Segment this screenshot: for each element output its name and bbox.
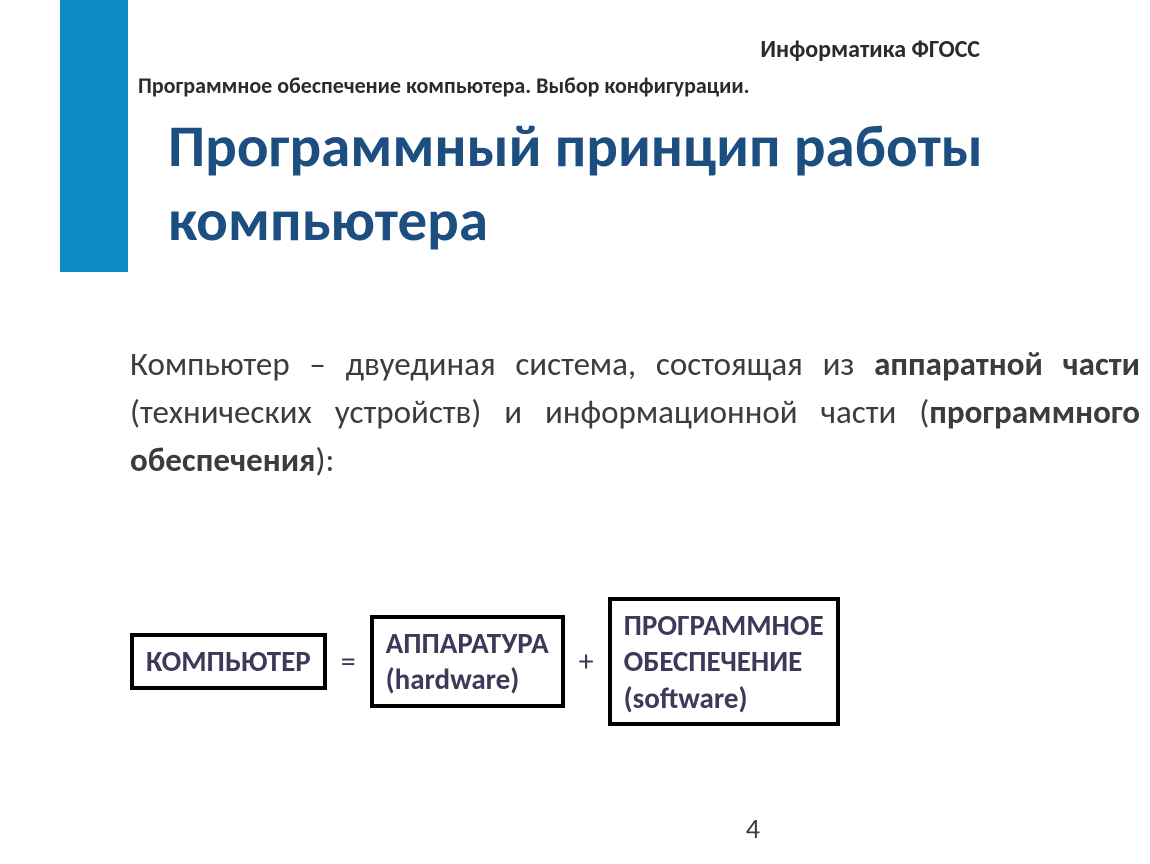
equation-box-hardware: АППАРАТУРА (hardware) xyxy=(370,615,565,708)
page-number: 4 xyxy=(746,811,760,846)
body-paragraph: Компьютер – двуединая система, состоящая… xyxy=(130,340,1140,485)
hardware-line-2: (hardware) xyxy=(386,661,520,697)
equation-row: КОМПЬЮТЕР = АППАРАТУРА (hardware) + ПРОГ… xyxy=(130,597,1130,726)
software-line-3: (software) xyxy=(624,680,748,716)
body-text-2: (технических устройств) и информационной… xyxy=(130,392,929,432)
slide-title: Программный принцип работы компьютера xyxy=(168,110,1145,258)
header-course-label: Информатика ФГОСС xyxy=(760,35,980,64)
equation-box-computer: КОМПЬЮТЕР xyxy=(130,633,327,689)
software-line-2: ОБЕСПЕЧЕНИЕ xyxy=(624,643,803,679)
body-text-3: ): xyxy=(316,440,335,480)
plus-sign: + xyxy=(579,643,594,680)
equals-sign: = xyxy=(341,643,356,680)
accent-bar xyxy=(60,0,128,272)
hardware-line-1: АППАРАТУРА xyxy=(386,625,549,661)
sub-header: Программное обеспечение компьютера. Выбо… xyxy=(138,72,750,99)
slide: Информатика ФГОСС Программное обеспечени… xyxy=(0,0,1150,864)
body-bold-1: аппаратной части xyxy=(874,344,1140,384)
software-line-1: ПРОГРАММНОЕ xyxy=(624,607,824,643)
body-text-1: Компьютер – двуединая система, состоящая… xyxy=(130,344,874,384)
equation-box-software: ПРОГРАММНОЕ ОБЕСПЕЧЕНИЕ (software) xyxy=(608,597,840,726)
